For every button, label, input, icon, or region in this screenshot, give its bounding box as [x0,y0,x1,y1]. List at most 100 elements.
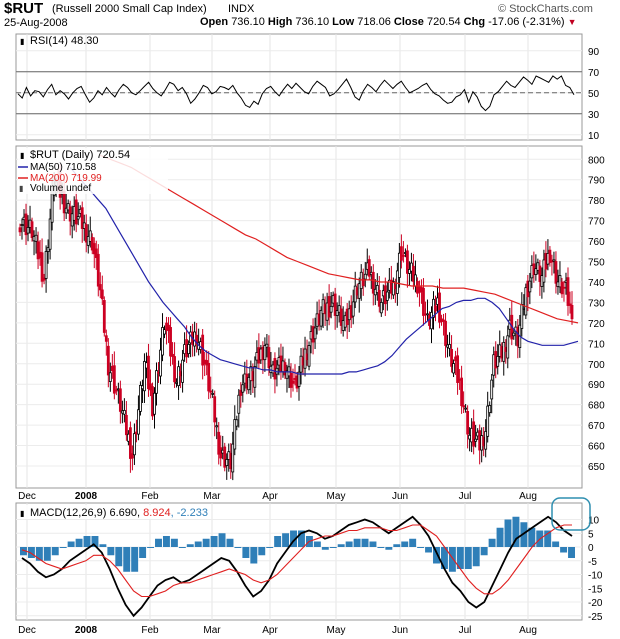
price-candle-body [401,254,405,257]
rsi-tick-label: 90 [588,47,600,58]
price-x-tick-label: Apr [262,491,278,502]
macd-histogram-bar [464,547,472,569]
macd-tick-label: -20 [588,598,603,609]
price-candle-body [159,349,162,377]
price-tick-label: 790 [588,176,605,187]
macd-histogram-bar [298,530,305,547]
price-x-tick-label: Jun [392,491,408,502]
price-candle-body [124,414,128,436]
price-candle-body [313,327,317,340]
chart-header: $RUT (Russell 2000 Small Cap Index) INDX… [0,0,620,30]
price-candle-body [34,234,38,242]
macd-histogram-bar [91,536,99,547]
price-candle-body [133,433,136,456]
index-name: (Russell 2000 Small Cap Index) [52,3,207,15]
price-candle-body [122,410,126,415]
macd-histogram-bar [162,536,170,547]
macd-histogram-bar [544,530,552,547]
macd-histogram-bar [528,527,536,547]
price-candle-body [395,270,399,294]
price-candle-body [231,443,235,473]
macd-value: 6.690, [109,507,143,519]
price-candle-body [450,349,453,367]
macd-histogram-bar [242,547,250,558]
price-candle-body [267,347,271,369]
rsi-tick-label: 10 [588,131,600,142]
price-candle-body [566,277,570,306]
price-candle-body [30,221,34,238]
price-candle-body [375,285,379,293]
price-candle-body [225,459,229,466]
price-tick-label: 750 [588,258,605,269]
price-candle-body [412,265,415,282]
macd-histogram-bar [139,547,147,558]
macd-histogram-bar [345,541,353,547]
price-panel: 650 660 670 680 690 700 710 720 730 740 750 760 770 7… [15,145,605,489]
macd-signal-value: 8.924 [143,507,171,519]
price-x-tick-label: Mar [203,491,221,502]
price-candle-body [223,446,227,468]
macd-histogram-bar [433,547,440,564]
price-candle-body [88,230,92,242]
macd-histogram-bar [202,538,210,547]
price-candle-body [128,427,132,459]
macd-histogram-bar [27,547,35,558]
macd-histogram-bar [178,547,186,548]
price-candle-body [554,261,558,284]
exchange: INDX [228,3,255,15]
macd-x-tick-label: Mar [203,625,221,636]
price-tick-label: 720 [588,319,605,330]
macd-histogram-bar [290,530,297,547]
brand-logo[interactable]: © StockCharts.com [498,3,593,15]
rsi-title: RSI(14) 48.30 [30,35,98,47]
price-candle-body [104,335,108,342]
price-candle-body [486,405,490,437]
price-candle-body [570,304,574,320]
price-title: $RUT (Daily) 720.54 [30,149,130,161]
price-candle-body [397,252,401,278]
down-triangle-icon: ▼ [567,17,577,27]
price-candle-body [155,370,158,394]
price-candle-body [361,278,365,287]
price-candle-body [94,248,98,259]
low-value: 718.06 [357,16,391,28]
close-value: 720.54 [426,16,461,28]
price-frame [15,145,583,489]
price-tick-label: 650 [588,462,605,473]
price-candle-body [48,218,52,250]
price-tick-label: 730 [588,298,605,309]
price-candle-body [484,431,488,450]
high-label: High [267,16,293,28]
macd-histogram-bar [99,544,107,547]
x-axis: Dec 2008 Feb Mar Apr May Jun Jul Aug Dec 2008 Feb Ma… [18,491,537,636]
price-candle-body [452,363,455,374]
price-candle-body [339,308,343,326]
price-candle-body [377,289,381,307]
price-tick-label: 780 [588,196,605,207]
price-candle-body [562,286,566,289]
price-candle-body [534,268,538,275]
price-candle-body [217,431,221,455]
price-candle-body [108,372,112,382]
price-candle-body [139,385,142,412]
price-candle-body [106,345,110,376]
price-x-tick-label: Dec [18,491,36,502]
price-candle-body [118,388,122,412]
price-candle-body [351,301,355,317]
macd-histogram-bar [266,547,274,548]
macd-histogram-bar [552,541,560,547]
high-value: 736.10 [295,16,330,28]
price-candle-body [462,405,466,408]
macd-x-tick-label: 2008 [75,625,98,636]
price-candle-body [422,287,425,316]
macd-histogram-bar [194,541,202,547]
macd-histogram-bar [488,538,496,547]
macd-histogram-bar [377,547,385,548]
macd-histogram-bar [353,538,361,547]
macd-histogram-bar [337,544,345,547]
price-tick-label: 770 [588,217,605,228]
macd-tick-label: 0 [588,543,594,554]
price-candle-body [568,303,572,306]
price-candle-body [195,334,199,345]
macd-histogram-bar [440,547,448,569]
